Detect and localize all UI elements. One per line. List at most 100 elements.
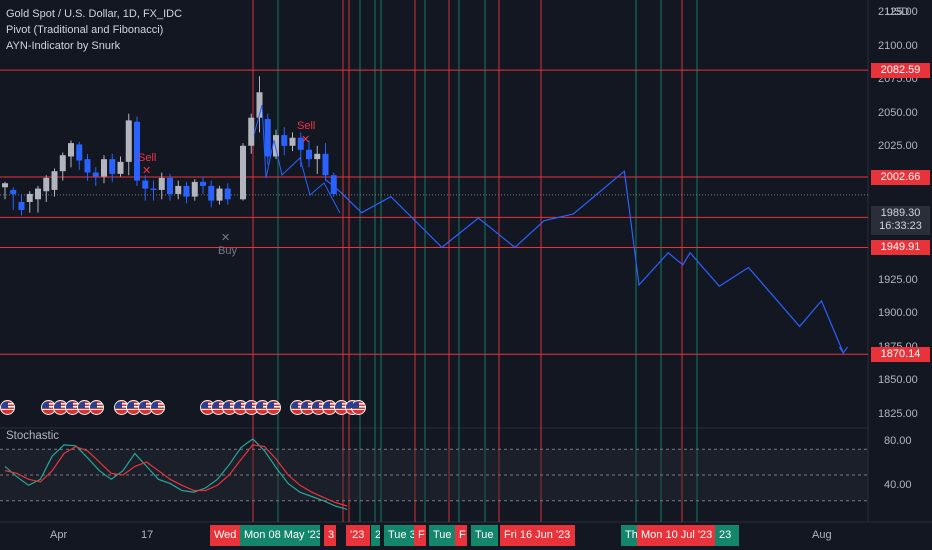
sell-signal-label: Sell bbox=[138, 152, 157, 164]
stochastic-axis-tick: 80.00 bbox=[884, 435, 912, 447]
ayn-indicator-label[interactable]: AYN-Indicator by Snurk bbox=[6, 40, 121, 52]
us-flag-event-icon[interactable] bbox=[53, 400, 68, 415]
time-marker-label[interactable]: Tue 3 bbox=[384, 525, 414, 546]
projection-arrow bbox=[838, 346, 848, 355]
candle-body bbox=[273, 135, 279, 157]
candle-body bbox=[240, 145, 246, 200]
price-axis-tick: 2025.00 bbox=[878, 140, 918, 153]
candle-body bbox=[224, 188, 231, 200]
buy-signal-label: Buy bbox=[218, 245, 237, 257]
us-flag-event-icon[interactable] bbox=[0, 400, 15, 415]
us-flag-event-icon[interactable] bbox=[266, 400, 281, 415]
candle-body bbox=[191, 181, 198, 197]
time-axis-tick: Aug bbox=[812, 529, 832, 541]
pivot-indicator-label[interactable]: Pivot (Traditional and Fibonacci) bbox=[6, 24, 164, 36]
time-marker-label[interactable]: Th bbox=[621, 525, 637, 546]
price-axis-tick: 1850.00 bbox=[878, 374, 918, 387]
candle-body bbox=[183, 185, 190, 197]
price-level-tag: 1870.14 bbox=[871, 346, 930, 362]
candle-body bbox=[167, 177, 173, 194]
projection-line bbox=[324, 170, 844, 354]
candle-body bbox=[18, 201, 25, 210]
buy-signal-mark: ✕ bbox=[221, 232, 231, 244]
symbol-title[interactable]: Gold Spot / U.S. Dollar, 1D, FX_IDC bbox=[6, 8, 183, 20]
candle-body bbox=[35, 188, 41, 200]
candle-body bbox=[306, 149, 312, 160]
candle-body bbox=[289, 137, 296, 146]
us-flag-event-icon[interactable] bbox=[351, 400, 366, 415]
stochastic-axis-tick: 40.00 bbox=[884, 479, 912, 491]
candle-body bbox=[314, 153, 321, 160]
sell-signal-mark: ✕ bbox=[301, 134, 311, 146]
candle-body bbox=[76, 144, 83, 161]
candle-body bbox=[2, 183, 8, 188]
countdown: 16:33:23 bbox=[879, 220, 922, 232]
time-marker-label[interactable]: F bbox=[414, 525, 426, 546]
time-marker-label[interactable]: Tue bbox=[471, 525, 498, 546]
time-axis-tick: Apr bbox=[50, 529, 68, 541]
candle-body bbox=[281, 135, 288, 146]
us-flag-event-icon[interactable] bbox=[77, 400, 92, 415]
candle-body bbox=[208, 185, 215, 201]
time-marker-label[interactable]: Fri 16 Jun '23 bbox=[500, 525, 575, 546]
time-marker-label[interactable]: '23 bbox=[346, 525, 370, 546]
price-level-tag: 1949.91 bbox=[871, 240, 930, 256]
candle-body bbox=[150, 188, 157, 190]
time-marker-label[interactable]: Mon 10 Jul '23 bbox=[637, 525, 715, 546]
time-marker-label[interactable]: 3 bbox=[324, 525, 336, 546]
current-price: 1989.30 bbox=[880, 207, 921, 219]
price-level-tag: 2002.66 bbox=[871, 169, 930, 185]
price-level-tag: 2082.59 bbox=[871, 62, 930, 78]
candle-body bbox=[43, 177, 50, 192]
candle-body bbox=[175, 185, 182, 194]
price-axis-tick: 1925.00 bbox=[878, 273, 918, 286]
us-flag-event-icon[interactable] bbox=[89, 400, 104, 415]
time-marker-label[interactable]: F bbox=[455, 525, 467, 546]
price-axis-tick: 2050.00 bbox=[878, 106, 918, 119]
candle-body bbox=[101, 159, 107, 177]
stochastic-label[interactable]: Stochastic bbox=[6, 430, 60, 442]
time-marker-label[interactable]: Wed bbox=[210, 525, 242, 546]
candle-body bbox=[109, 159, 116, 174]
time-marker-label[interactable]: 23 bbox=[715, 525, 739, 546]
stochastic-k-line bbox=[4, 438, 348, 510]
candle-body bbox=[117, 161, 124, 174]
sell-signal-mark: ✕ bbox=[142, 165, 152, 177]
currency-label[interactable]: USD bbox=[886, 6, 910, 18]
candle-body bbox=[84, 159, 91, 173]
sell-signal-label: Sell bbox=[297, 120, 316, 132]
us-flag-event-icon[interactable] bbox=[41, 400, 56, 415]
stochastic-d-line bbox=[4, 444, 348, 507]
candle-body bbox=[256, 92, 263, 118]
candle-body bbox=[264, 119, 271, 157]
candle-body bbox=[10, 189, 17, 194]
price-axis-tick: 1900.00 bbox=[878, 307, 918, 320]
ayn-pattern-line bbox=[253, 104, 341, 214]
candle-body bbox=[330, 175, 337, 194]
candle-body bbox=[68, 143, 74, 157]
candle-body bbox=[92, 172, 99, 177]
current-price-tag: 1989.30 16:33:23 bbox=[871, 206, 930, 235]
time-marker-label[interactable]: Tue ( bbox=[429, 525, 456, 546]
candle-body bbox=[26, 193, 33, 202]
candle-body bbox=[51, 171, 58, 190]
us-flag-event-icon[interactable] bbox=[150, 400, 165, 415]
candle-body bbox=[158, 177, 165, 190]
price-axis-tick: 2100.00 bbox=[878, 39, 918, 52]
price-axis-tick: 1825.00 bbox=[878, 407, 918, 420]
time-marker-label[interactable]: 2 bbox=[371, 525, 380, 546]
candle-body bbox=[134, 121, 140, 181]
candle-body bbox=[216, 188, 223, 201]
candle-body bbox=[248, 117, 255, 146]
candle-body bbox=[297, 137, 304, 150]
price-axis-tick: 2125.00 bbox=[878, 6, 918, 19]
time-marker-label[interactable]: Mon 08 May '23 bbox=[240, 525, 320, 546]
chart-legend: Gold Spot / U.S. Dollar, 1D, FX_IDC Pivo… bbox=[6, 6, 182, 54]
candle-body bbox=[322, 153, 329, 176]
candle-body bbox=[125, 120, 132, 162]
candle-body bbox=[59, 155, 66, 172]
candle-body bbox=[142, 180, 149, 189]
time-axis-tick: 17 bbox=[141, 529, 154, 541]
candle-body bbox=[200, 181, 206, 186]
